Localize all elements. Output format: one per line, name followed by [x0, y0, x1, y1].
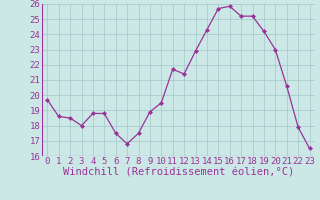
X-axis label: Windchill (Refroidissement éolien,°C): Windchill (Refroidissement éolien,°C) [63, 168, 294, 178]
